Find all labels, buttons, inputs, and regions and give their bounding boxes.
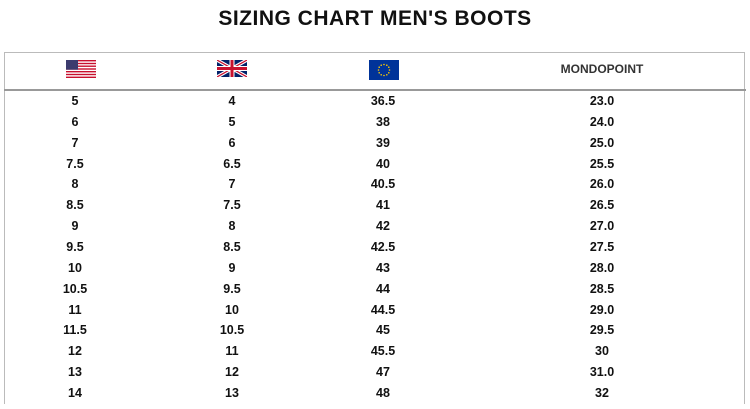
table-cell: 7 xyxy=(228,177,236,192)
table-cell: 32 xyxy=(595,385,609,400)
table-cell: 9.5 xyxy=(66,239,84,254)
table-cell: 39 xyxy=(376,135,390,150)
table-cell: 26.0 xyxy=(589,177,615,192)
table-cell: 36.5 xyxy=(370,94,396,108)
table-cell: 23.0 xyxy=(589,94,615,108)
table-cell: 8 xyxy=(71,177,79,192)
us-flag xyxy=(66,60,96,78)
table-cell: 11 xyxy=(68,302,82,317)
table-cell: 25.5 xyxy=(589,156,615,171)
table-cell: 38 xyxy=(376,114,390,129)
table-cell: 28.5 xyxy=(589,281,615,296)
table-cell: 12 xyxy=(68,344,82,359)
table-cell: 5 xyxy=(71,94,79,108)
table-frame xyxy=(4,52,745,404)
uk-flag xyxy=(217,60,247,77)
table-cell: 45.5 xyxy=(370,344,396,359)
table-cell: 10 xyxy=(225,302,239,317)
table-cell: 9 xyxy=(71,219,79,234)
table-cell: 5 xyxy=(228,114,236,129)
table-cell: 30 xyxy=(595,344,609,359)
table-cell: 48 xyxy=(376,385,390,400)
table-cell: 11 xyxy=(225,344,239,359)
chart-title: SIZING CHART MEN'S BOOTS xyxy=(218,7,532,30)
table-cell: 44 xyxy=(376,281,390,296)
table-cell: 11.5 xyxy=(63,323,87,338)
table-cell: 26.5 xyxy=(589,198,615,213)
table-cell: 47 xyxy=(376,365,390,380)
table-cell: 40.5 xyxy=(370,177,396,192)
table-cell: 42.5 xyxy=(370,239,396,254)
table-cell: 6 xyxy=(71,114,79,129)
table-cell: 42 xyxy=(376,219,390,234)
table-cell: 6.5 xyxy=(223,156,241,171)
table-cell: 7.5 xyxy=(223,198,241,213)
table-cell: 25.0 xyxy=(589,135,615,150)
table-cell: 13 xyxy=(68,365,82,380)
column-header: MONDOPOINT xyxy=(560,62,644,76)
table-cell: 24.0 xyxy=(589,114,615,129)
table-cell: 10.5 xyxy=(219,323,245,338)
table-cell: 45 xyxy=(376,323,390,338)
table-cell: 7.5 xyxy=(66,156,84,171)
table-cell: 31.0 xyxy=(589,365,615,380)
table-cell: 8.5 xyxy=(223,239,241,254)
table-cell: 10.5 xyxy=(62,281,88,296)
table-cell: 10 xyxy=(68,260,82,275)
table-cell: 6 xyxy=(228,135,236,150)
table-cell: 29.5 xyxy=(589,323,615,338)
table-cell: 41 xyxy=(376,198,390,213)
table-cell: 12 xyxy=(225,365,239,380)
eu-flag xyxy=(369,60,399,80)
table-cell: 44.5 xyxy=(370,302,396,317)
table-cell: 28.0 xyxy=(589,260,615,275)
header-divider xyxy=(4,89,746,91)
table-cell: 14 xyxy=(68,385,82,400)
table-cell: 7 xyxy=(71,135,79,150)
table-cell: 8.5 xyxy=(66,198,84,213)
table-cell: 8 xyxy=(228,219,236,234)
table-cell: 27.5 xyxy=(589,239,615,254)
table-cell: 13 xyxy=(225,385,239,400)
table-cell: 29.0 xyxy=(589,302,615,317)
table-cell: 9 xyxy=(228,260,236,275)
table-cell: 27.0 xyxy=(589,219,615,234)
table-cell: 9.5 xyxy=(223,281,241,296)
table-cell: 4 xyxy=(228,94,236,108)
table-cell: 43 xyxy=(376,260,390,275)
table-cell: 40 xyxy=(376,156,390,171)
